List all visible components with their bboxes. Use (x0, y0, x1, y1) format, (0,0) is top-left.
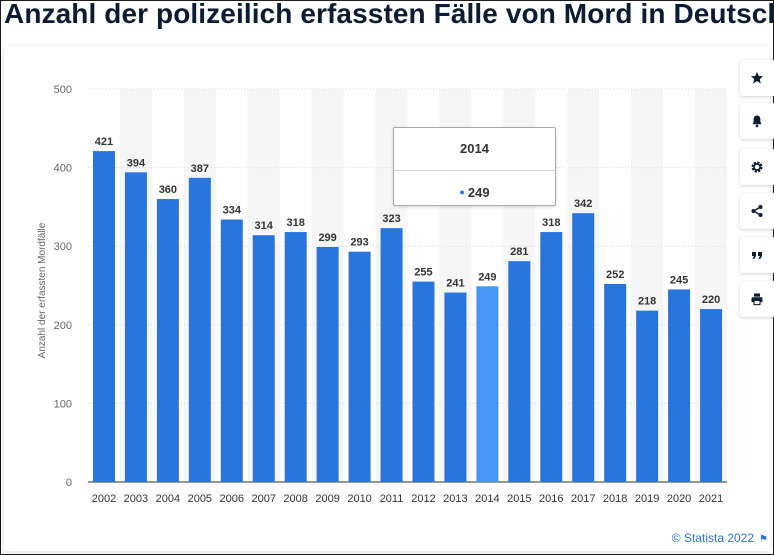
data-label-2003: 394 (127, 157, 146, 169)
share-icon (751, 205, 763, 217)
bar-2007 (252, 235, 275, 482)
bar-2008 (284, 232, 307, 482)
flag-icon: ⚑ (759, 534, 768, 545)
bar-2014 (476, 286, 499, 482)
bar-chart: 0 100 200 300 400 500 Anzahl der erfassten Mor… (37, 84, 727, 505)
bar-2021 (700, 309, 723, 482)
chart-title: Anzahl der polizeilich erfassten Fälle v… (4, 0, 774, 29)
bell-icon (752, 115, 762, 128)
data-label-2010: 293 (350, 237, 368, 249)
bar-2005 (188, 177, 211, 482)
bar-2013 (444, 292, 467, 482)
bar-2004 (156, 199, 179, 483)
data-label-2019: 218 (638, 296, 656, 308)
x-tick-label-2020: 2020 (667, 493, 691, 505)
data-label-2005: 387 (191, 163, 209, 175)
data-label-2013: 241 (446, 278, 464, 290)
bar-2019 (636, 310, 659, 482)
gear-icon (751, 161, 763, 173)
y-tick-label: 200 (54, 320, 72, 332)
bar-2015 (508, 261, 531, 482)
y-tick-label: 100 (54, 398, 72, 410)
data-label-2020: 245 (670, 274, 688, 286)
data-label-2006: 334 (223, 204, 242, 216)
bar-2009 (316, 246, 339, 482)
x-tick-label-2021: 2021 (699, 493, 723, 505)
tooltip-value: 249 (467, 185, 490, 200)
data-label-2007: 314 (255, 220, 274, 232)
data-label-2012: 255 (414, 267, 432, 279)
bar-2016 (540, 232, 563, 482)
x-tick-label-2012: 2012 (411, 493, 435, 505)
share-button[interactable] (740, 193, 774, 229)
star-icon (751, 72, 763, 84)
bar-2020 (668, 289, 691, 482)
tooltip-year: 2014 (394, 128, 555, 171)
x-tick-label-2017: 2017 (571, 493, 595, 505)
bar-2003 (124, 172, 147, 482)
x-tick-label-2006: 2006 (220, 493, 244, 505)
x-tick-label-2010: 2010 (347, 493, 371, 505)
x-tick-label-2003: 2003 (124, 493, 148, 505)
y-axis-title: Anzahl der erfassten Mordfälle (37, 222, 48, 358)
x-tick-label-2007: 2007 (251, 493, 275, 505)
bar-2017 (572, 213, 595, 483)
data-label-2015: 281 (510, 246, 528, 258)
x-tick-label-2011: 2011 (380, 493, 404, 505)
cite-button[interactable] (740, 237, 774, 273)
data-label-2021: 220 (702, 294, 720, 306)
chart-card: 0 100 200 300 400 500 Anzahl der erfassten Mor… (4, 46, 770, 551)
x-tick-label-2009: 2009 (315, 493, 339, 505)
bar-2018 (604, 283, 627, 482)
bar-2006 (220, 219, 243, 482)
settings-button[interactable] (740, 149, 774, 185)
data-label-2004: 360 (159, 184, 177, 196)
notification-button[interactable] (740, 103, 774, 139)
tooltip-value-row: ● 249 (394, 171, 555, 205)
data-label-2011: 323 (382, 213, 400, 225)
x-tick-label-2005: 2005 (188, 493, 212, 505)
data-label-2016: 318 (542, 217, 560, 229)
data-label-2009: 299 (318, 232, 336, 244)
statista-credit[interactable]: © Statista 2022 ⚑ (672, 531, 768, 545)
credit-text: © Statista 2022 (671, 531, 755, 545)
x-tick-label-2008: 2008 (283, 493, 307, 505)
data-label-2008: 318 (286, 217, 304, 229)
bar-2012 (412, 281, 435, 482)
y-tick-label: 0 (66, 477, 72, 489)
print-icon (751, 293, 763, 306)
x-tick-label-2016: 2016 (539, 493, 563, 505)
x-tick-label-2002: 2002 (92, 493, 116, 505)
y-tick-label: 300 (54, 241, 72, 253)
x-tick-label-2004: 2004 (156, 493, 180, 505)
x-tick-label-2015: 2015 (507, 493, 531, 505)
data-tooltip: 2014 ● 249 (393, 127, 556, 206)
y-tick-label: 400 (54, 163, 72, 175)
y-tick-label: 500 (54, 84, 72, 96)
x-tick-label-2019: 2019 (635, 493, 659, 505)
x-tick-label-2013: 2013 (443, 493, 467, 505)
data-label-2018: 252 (606, 269, 624, 281)
bar-2002 (92, 151, 115, 482)
x-tick-label-2018: 2018 (603, 493, 627, 505)
data-label-2017: 342 (574, 198, 592, 210)
print-button[interactable] (740, 281, 774, 317)
x-tick-label-2014: 2014 (475, 493, 499, 505)
quote-icon (752, 252, 762, 259)
data-label-2002: 421 (95, 136, 113, 148)
bar-2010 (348, 251, 371, 482)
bar-2011 (380, 228, 403, 482)
series-dot-icon: ● (459, 187, 465, 197)
favorite-button[interactable] (740, 60, 774, 96)
data-label-2014: 249 (478, 271, 496, 283)
